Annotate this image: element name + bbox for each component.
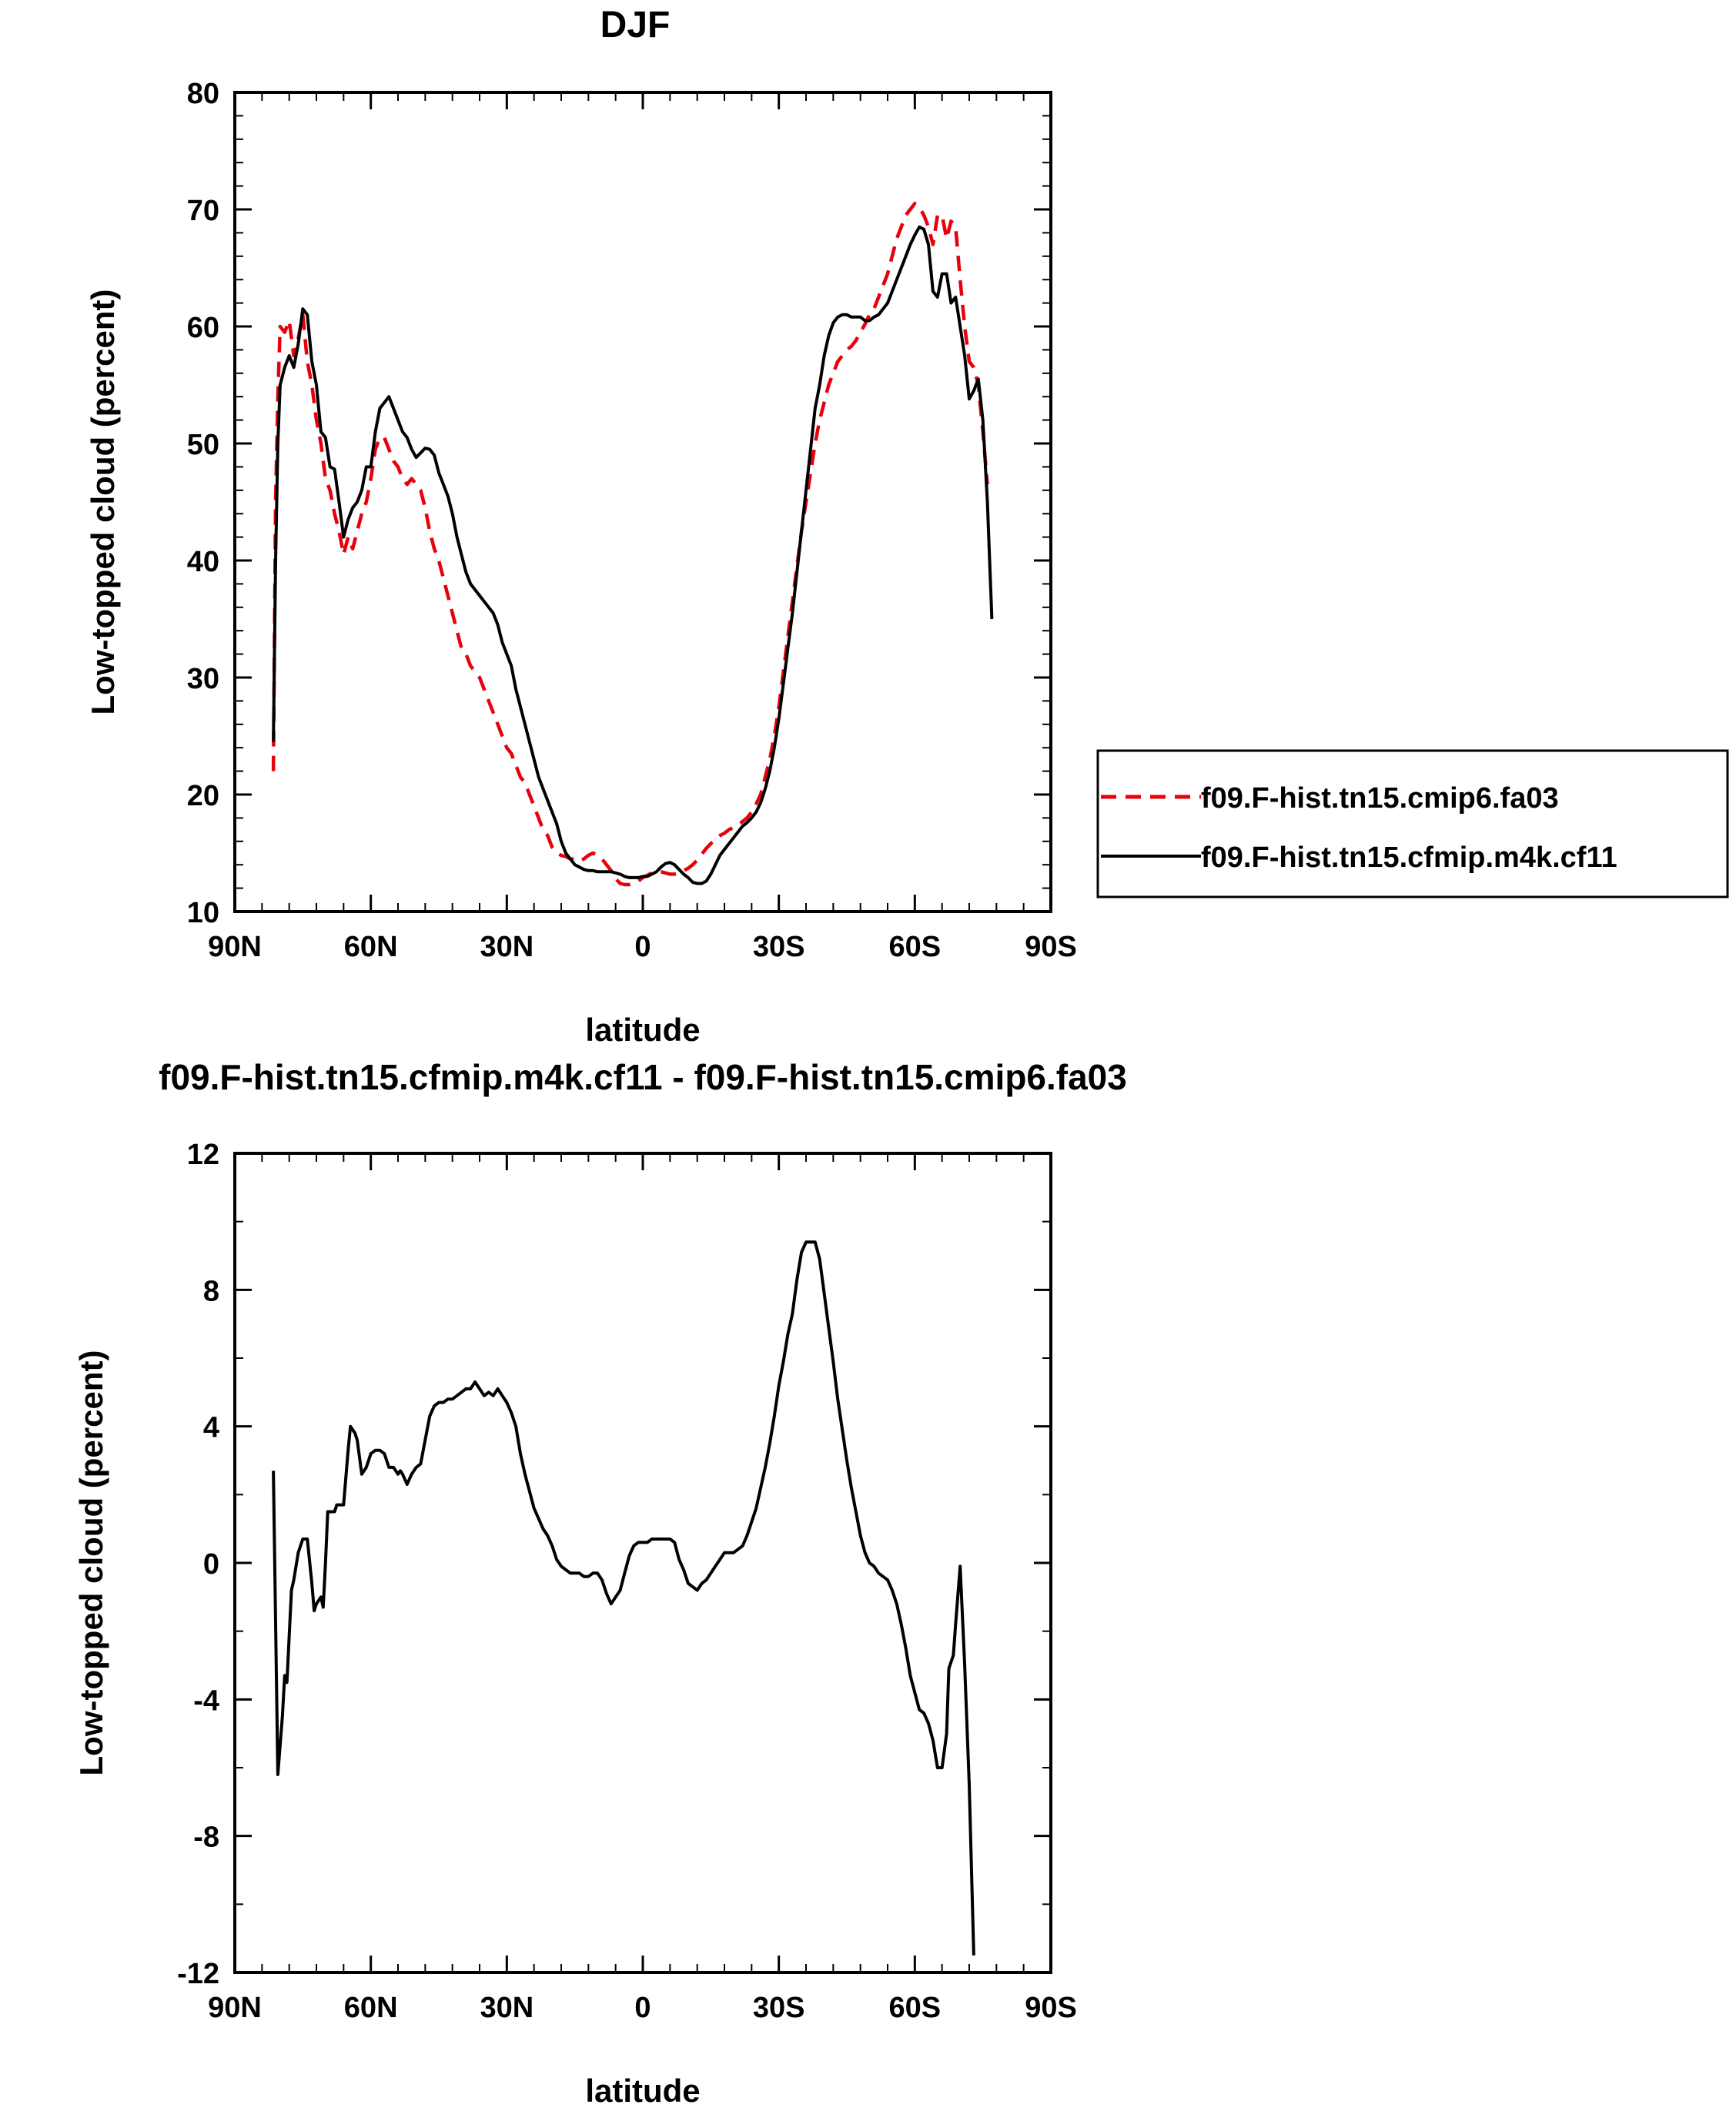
bottom-x-tick-label: 30N <box>480 1992 534 2024</box>
top-x-tick-label: 30N <box>480 931 534 963</box>
bottom-y-tick-label: -12 <box>177 1958 219 1990</box>
top-x-tick-label: 30S <box>753 931 805 963</box>
bottom-series-line-1 <box>272 1240 975 1956</box>
bottom-y-tick-label: 0 <box>203 1548 219 1581</box>
top-y-tick-label: 10 <box>187 897 219 929</box>
top-x-tick-label: 60N <box>344 931 398 963</box>
bottom-x-tick-label: 0 <box>634 1992 651 2024</box>
top-y-tick-label: 60 <box>187 312 219 344</box>
bottom-y-tick-label: 8 <box>203 1275 219 1307</box>
top-legend: f09.F-hist.tn15.cmip6.fa03 f09.F-hist.tn… <box>1096 749 1729 898</box>
bottom-x-tick-label: 60N <box>344 1992 398 2024</box>
top-x-tick-label: 0 <box>634 931 651 963</box>
bottom-y-tick-label: 12 <box>187 1139 219 1171</box>
top-x-axis-label: latitude <box>585 1012 700 1048</box>
top-y-tick-label: 80 <box>187 78 219 110</box>
bottom-y-tick-label: 4 <box>203 1412 219 1444</box>
top-y-tick-label: 50 <box>187 429 219 461</box>
top-y-tick-label: 20 <box>187 780 219 812</box>
legend-label-series-1: f09.F-hist.tn15.cmip6.fa03 <box>1201 782 1559 815</box>
bottom-x-tick-label: 30S <box>753 1992 805 2024</box>
bottom-x-axis-label: latitude <box>585 2073 700 2108</box>
bottom-x-tick-label: 60S <box>889 1992 942 2024</box>
bottom-y-axis-label: Low-topped cloud (percent) <box>73 1350 109 1776</box>
top-chart-title: DJF <box>600 5 671 45</box>
top-y-tick-label: 30 <box>187 663 219 695</box>
bottom-y-tick-label: -8 <box>193 1822 219 1854</box>
top-x-tick-label: 90N <box>208 931 262 963</box>
legend-label-series-2: f09.F-hist.tn15.cfmip.m4k.cf11 <box>1201 842 1617 874</box>
top-panel: DJF 90N 60N 30N 0 30S 60S 90S1020304050607080 … <box>85 5 1729 1048</box>
top-y-tick-label: 40 <box>187 546 219 578</box>
bottom-x-tick-label: 90S <box>1025 1992 1077 2024</box>
bottom-panel: f09.F-hist.tn15.cfmip.m4k.cf11 - f09.F-h… <box>73 1057 1127 2108</box>
top-x-tick-label: 60S <box>889 931 942 963</box>
top-y-tick-label: 70 <box>187 195 219 227</box>
bottom-x-tick-label: 90N <box>208 1992 262 2024</box>
top-series-line-2 <box>272 225 994 885</box>
legend-box <box>1096 749 1729 898</box>
bottom-y-tick-label: -4 <box>193 1685 219 1717</box>
top-y-axis-label: Low-topped cloud (percent) <box>85 289 121 715</box>
bottom-chart-title: f09.F-hist.tn15.cfmip.m4k.cf11 - f09.F-h… <box>159 1057 1127 1097</box>
top-x-tick-label: 90S <box>1025 931 1077 963</box>
